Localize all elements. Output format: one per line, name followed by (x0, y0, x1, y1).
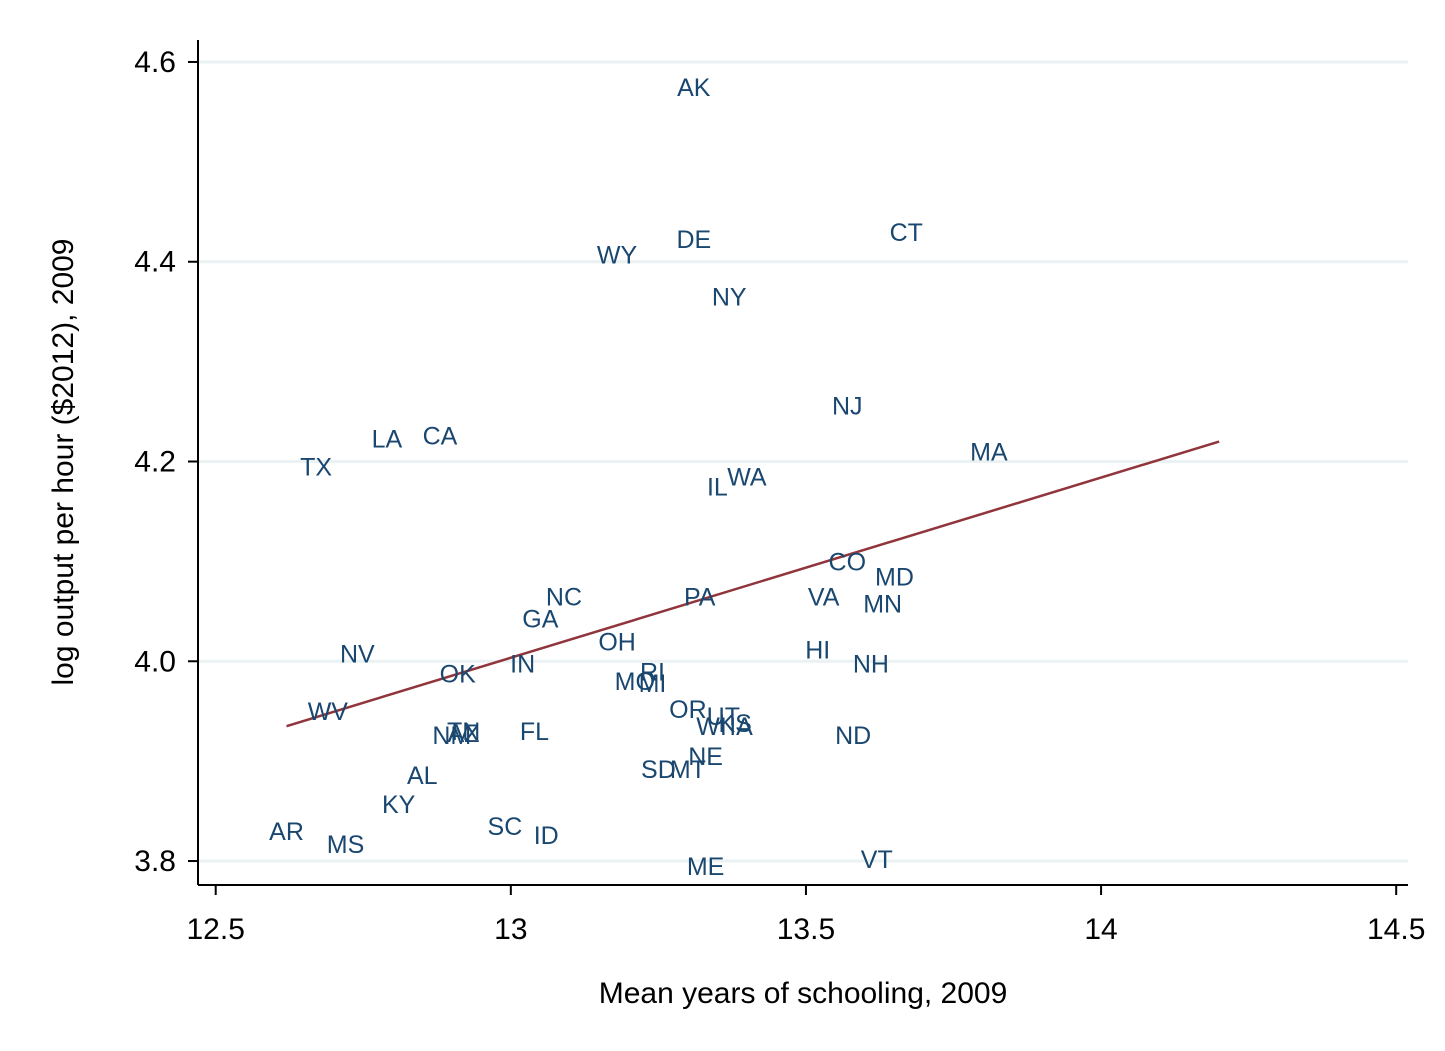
point-label-oh: OH (598, 628, 636, 656)
x-axis-ticks: 12.5 13 13.5 14 14.5 (187, 885, 1425, 946)
point-label-tn: TN (447, 718, 480, 746)
point-label-mi: MI (639, 670, 667, 698)
point-label-la: LA (372, 426, 403, 454)
point-label-tx: TX (300, 453, 332, 481)
point-label-sc: SC (488, 813, 523, 841)
point-label-al: AL (407, 762, 438, 790)
point-label-nv: NV (340, 640, 375, 668)
point-label-fl: FL (520, 718, 549, 746)
point-label-va: VA (808, 583, 840, 611)
y-tick-label: 4.6 (134, 46, 176, 79)
point-label-ak: AK (677, 74, 711, 102)
y-tick-label: 4.2 (134, 446, 176, 479)
point-label-nh: NH (853, 650, 889, 678)
point-label-az: AZ (448, 720, 480, 748)
x-tick-label: 14 (1084, 913, 1117, 946)
point-label-hi: HI (805, 636, 830, 664)
point-label-me: ME (687, 853, 725, 881)
point-label-ct: CT (890, 219, 923, 247)
fit-line-layer (286, 440, 1220, 728)
x-tick-label: 13 (494, 913, 527, 946)
point-label-ny: NY (712, 284, 747, 312)
x-tick-label: 12.5 (187, 913, 245, 946)
point-label-wi: WI (696, 713, 727, 741)
point-label-in: IN (510, 650, 535, 678)
point-label-ut: UT (707, 703, 740, 731)
point-label-id: ID (534, 822, 559, 850)
point-label-mt: MT (670, 756, 706, 784)
y-tick-label: 4.4 (134, 246, 176, 279)
x-axis-title: Mean years of schooling, 2009 (599, 977, 1008, 1010)
point-label-pa: PA (684, 583, 716, 611)
point-label-mo: MO (615, 668, 655, 696)
point-label-md: MD (875, 563, 914, 591)
point-label-co: CO (829, 548, 867, 576)
point-label-ia: IA (729, 713, 753, 741)
point-label-ma: MA (970, 439, 1008, 467)
point-label-il: IL (707, 473, 728, 501)
point-label-ca: CA (423, 423, 458, 451)
x-tick-label: 13.5 (777, 913, 835, 946)
point-label-de: DE (676, 226, 711, 254)
point-label-ar: AR (269, 818, 304, 846)
point-label-ri: RI (640, 658, 665, 686)
point-label-sd: SD (641, 756, 676, 784)
point-label-ne: NE (688, 743, 723, 771)
point-label-ok: OK (440, 660, 476, 688)
point-label-ga: GA (522, 605, 558, 633)
y-tick-label: 3.8 (134, 845, 176, 878)
gridlines (198, 60, 1408, 863)
fit-line (286, 440, 1220, 728)
point-label-ks: KS (718, 710, 751, 738)
point-label-wv: WV (308, 698, 349, 726)
point-label-nc: NC (546, 583, 582, 611)
point-label-ms: MS (327, 831, 365, 859)
point-label-nm: NM (432, 722, 471, 750)
point-label-vt: VT (861, 846, 893, 874)
y-tick-label: 4.0 (134, 645, 176, 678)
point-label-nj: NJ (832, 393, 863, 421)
y-axis-title: log output per hour ($2012), 2009 (47, 239, 80, 686)
point-label-mn: MN (863, 590, 902, 618)
point-label-ky: KY (382, 791, 416, 819)
y-axis-ticks: 3.8 4.0 4.2 4.4 4.6 (134, 46, 198, 878)
point-label-wa: WA (727, 463, 767, 491)
point-label-nd: ND (835, 722, 871, 750)
x-tick-label: 14.5 (1367, 913, 1425, 946)
point-label-or: OR (669, 696, 707, 724)
point-label-wy: WY (597, 242, 638, 270)
